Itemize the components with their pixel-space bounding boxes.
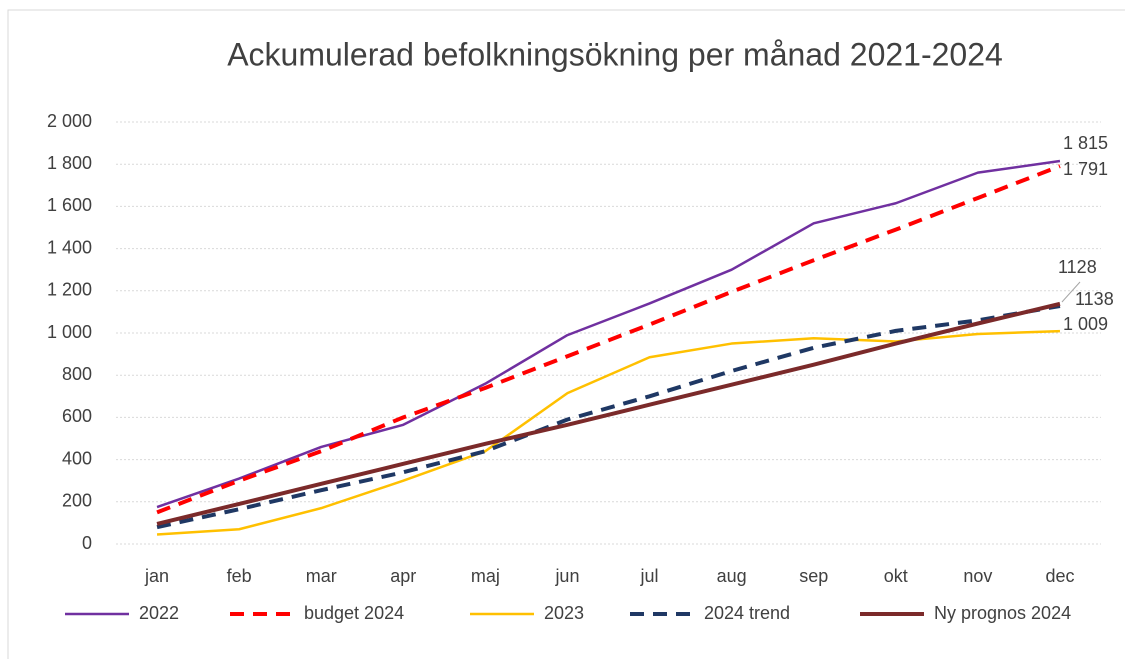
y-tick-label: 200 [62,491,92,511]
y-tick-label: 400 [62,448,92,468]
leader-line [1061,281,1081,303]
x-tick-label: apr [390,566,416,586]
y-tick-label: 800 [62,364,92,384]
legend-label: 2023 [544,603,584,623]
series-line [156,304,1061,530]
x-tick-label: nov [963,566,992,586]
y-tick-label: 1 000 [47,322,92,342]
y-tick-label: 1 400 [47,237,92,257]
y-tick-label: 1 800 [47,153,92,173]
y-tick-label: 0 [82,533,92,553]
x-tick-label: mar [306,566,337,586]
x-tick-label: okt [884,566,908,586]
series-line [156,159,1061,509]
legend-label: Ny prognos 2024 [934,603,1071,623]
x-tick-label: aug [717,566,747,586]
legend-label: 2022 [139,603,179,623]
data-label: 1 009 [1063,314,1108,334]
x-tick-label: jul [640,566,659,586]
data-label: 1128 [1058,257,1097,277]
x-tick-label: dec [1045,566,1074,586]
data-label: 1138 [1075,289,1114,309]
y-tick-label: 1 600 [47,195,92,215]
x-tick-label: jan [144,566,169,586]
series-line [156,164,1061,515]
data-label: 1 791 [1063,159,1108,179]
data-label: 1 815 [1063,133,1108,153]
y-tick-label: 1 200 [47,280,92,300]
chart-title: Ackumulerad befolkningsökning per månad … [227,36,1003,72]
y-tick-label: 2 000 [47,111,92,131]
x-tick-label: sep [799,566,828,586]
x-tick-label: maj [471,566,500,586]
x-tick-label: jun [554,566,579,586]
legend-label: budget 2024 [304,603,404,623]
y-tick-label: 600 [62,406,92,426]
legend-label: 2024 trend [704,603,790,623]
x-tick-label: feb [227,566,252,586]
series-line [156,301,1061,526]
